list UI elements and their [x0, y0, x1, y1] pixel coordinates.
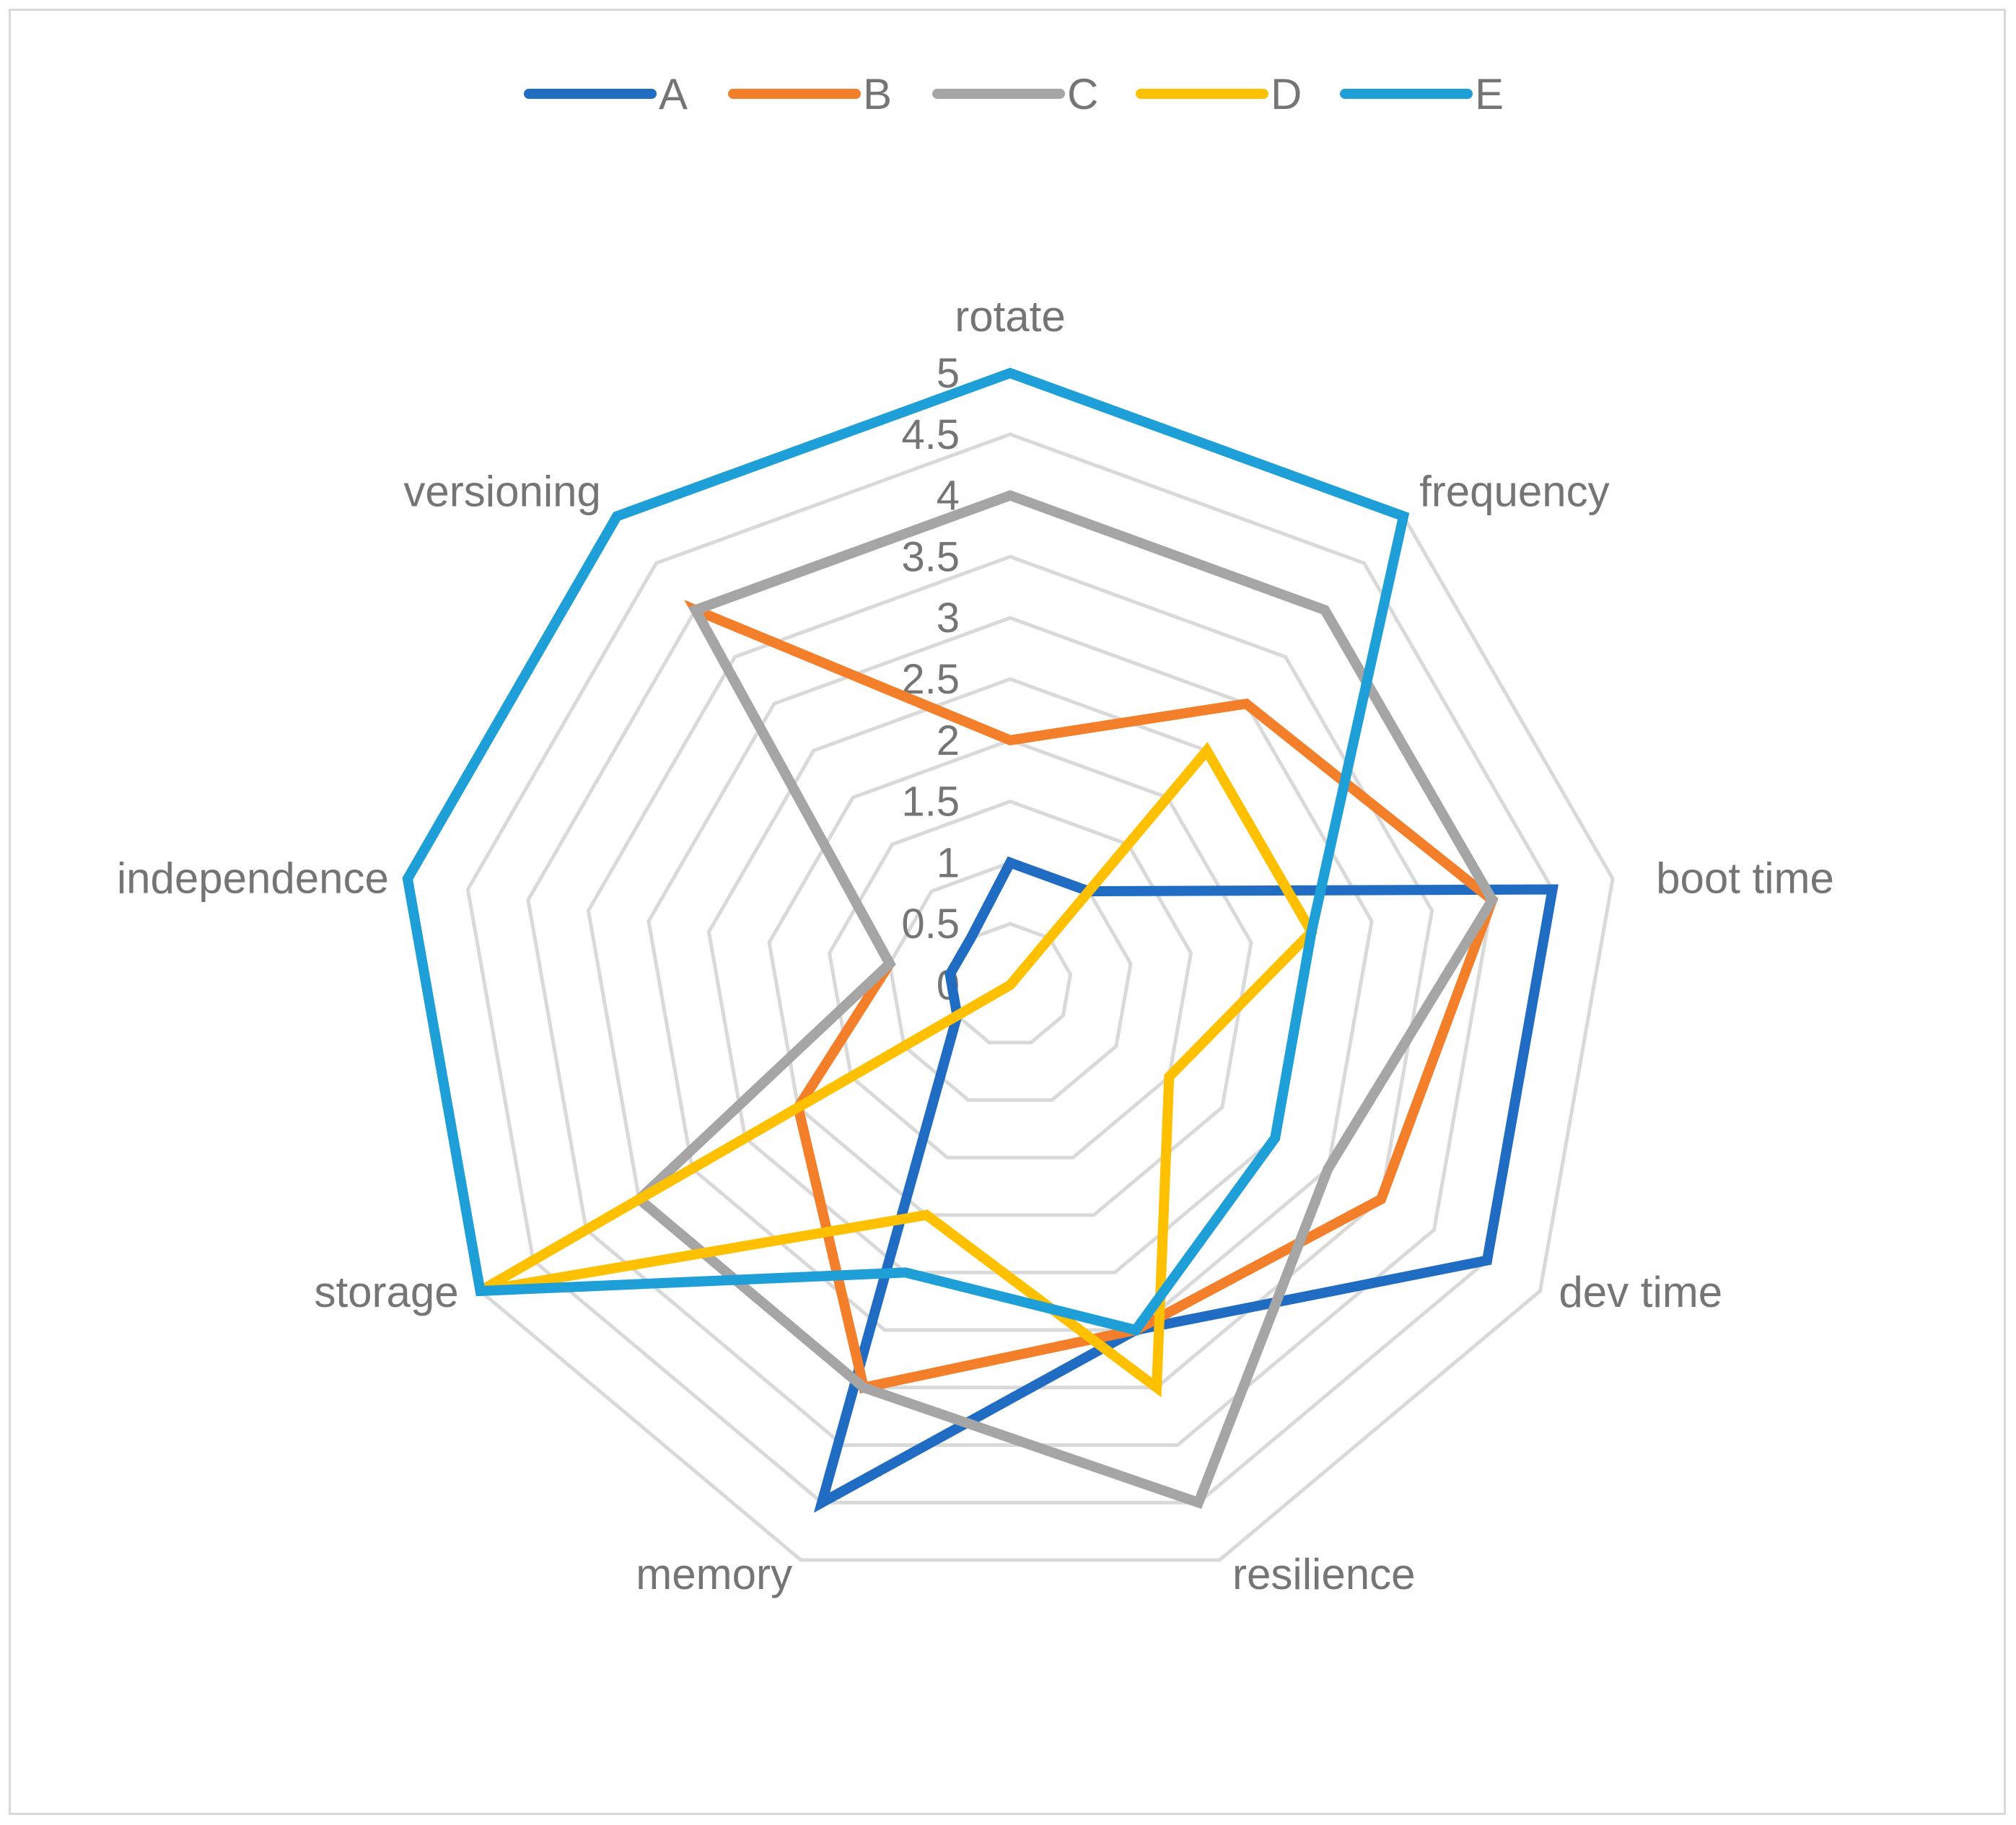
legend: A B C D E	[524, 70, 1504, 118]
tick-label: 3	[937, 595, 960, 642]
tick-label: 4.5	[901, 411, 960, 458]
grid-ring-5	[406, 371, 1615, 1562]
series-lines	[402, 367, 1559, 1513]
tick-label: 1.5	[901, 779, 960, 826]
tick-label: 3.5	[901, 533, 960, 580]
axis-label-versioning: versioning	[403, 467, 601, 515]
legend-label-A: A	[659, 70, 688, 118]
axis-label-independence: independence	[117, 854, 389, 903]
series-line-D	[478, 742, 1318, 1398]
axis-label-memory: memory	[636, 1550, 792, 1598]
tick-label: 0.5	[901, 901, 960, 947]
axis-label-boot-time: boot time	[1656, 854, 1834, 903]
axis-labels: rotate frequency boot time dev time resilien…	[117, 292, 1834, 1598]
series-line-E	[402, 367, 1410, 1336]
tick-label: 1	[937, 839, 960, 886]
grid-ring-3.5	[586, 554, 1434, 1390]
legend-label-E: E	[1475, 70, 1504, 118]
tick-label: 2	[937, 717, 960, 764]
grid-ring-1	[888, 860, 1133, 1102]
grid-ring-3	[647, 616, 1374, 1332]
legend-label-B: B	[863, 70, 892, 118]
axis-label-storage: storage	[314, 1268, 458, 1316]
axis-label-frequency: frequency	[1419, 467, 1610, 515]
radial-tick-labels: 00.511.522.533.544.55	[901, 350, 960, 1009]
axis-label-rotate: rotate	[955, 292, 1065, 341]
axis-label-dev-time: dev time	[1559, 1268, 1722, 1316]
grid-ring-4.5	[465, 432, 1555, 1505]
legend-label-D: D	[1271, 70, 1302, 118]
legend-label-C: C	[1067, 70, 1098, 118]
axis-label-resilience: resilience	[1232, 1550, 1415, 1598]
grid-ring-2	[767, 738, 1253, 1217]
grid-ring-1.5	[827, 799, 1193, 1160]
radar-grid	[406, 371, 1615, 1562]
series-line-C	[631, 490, 1499, 1510]
